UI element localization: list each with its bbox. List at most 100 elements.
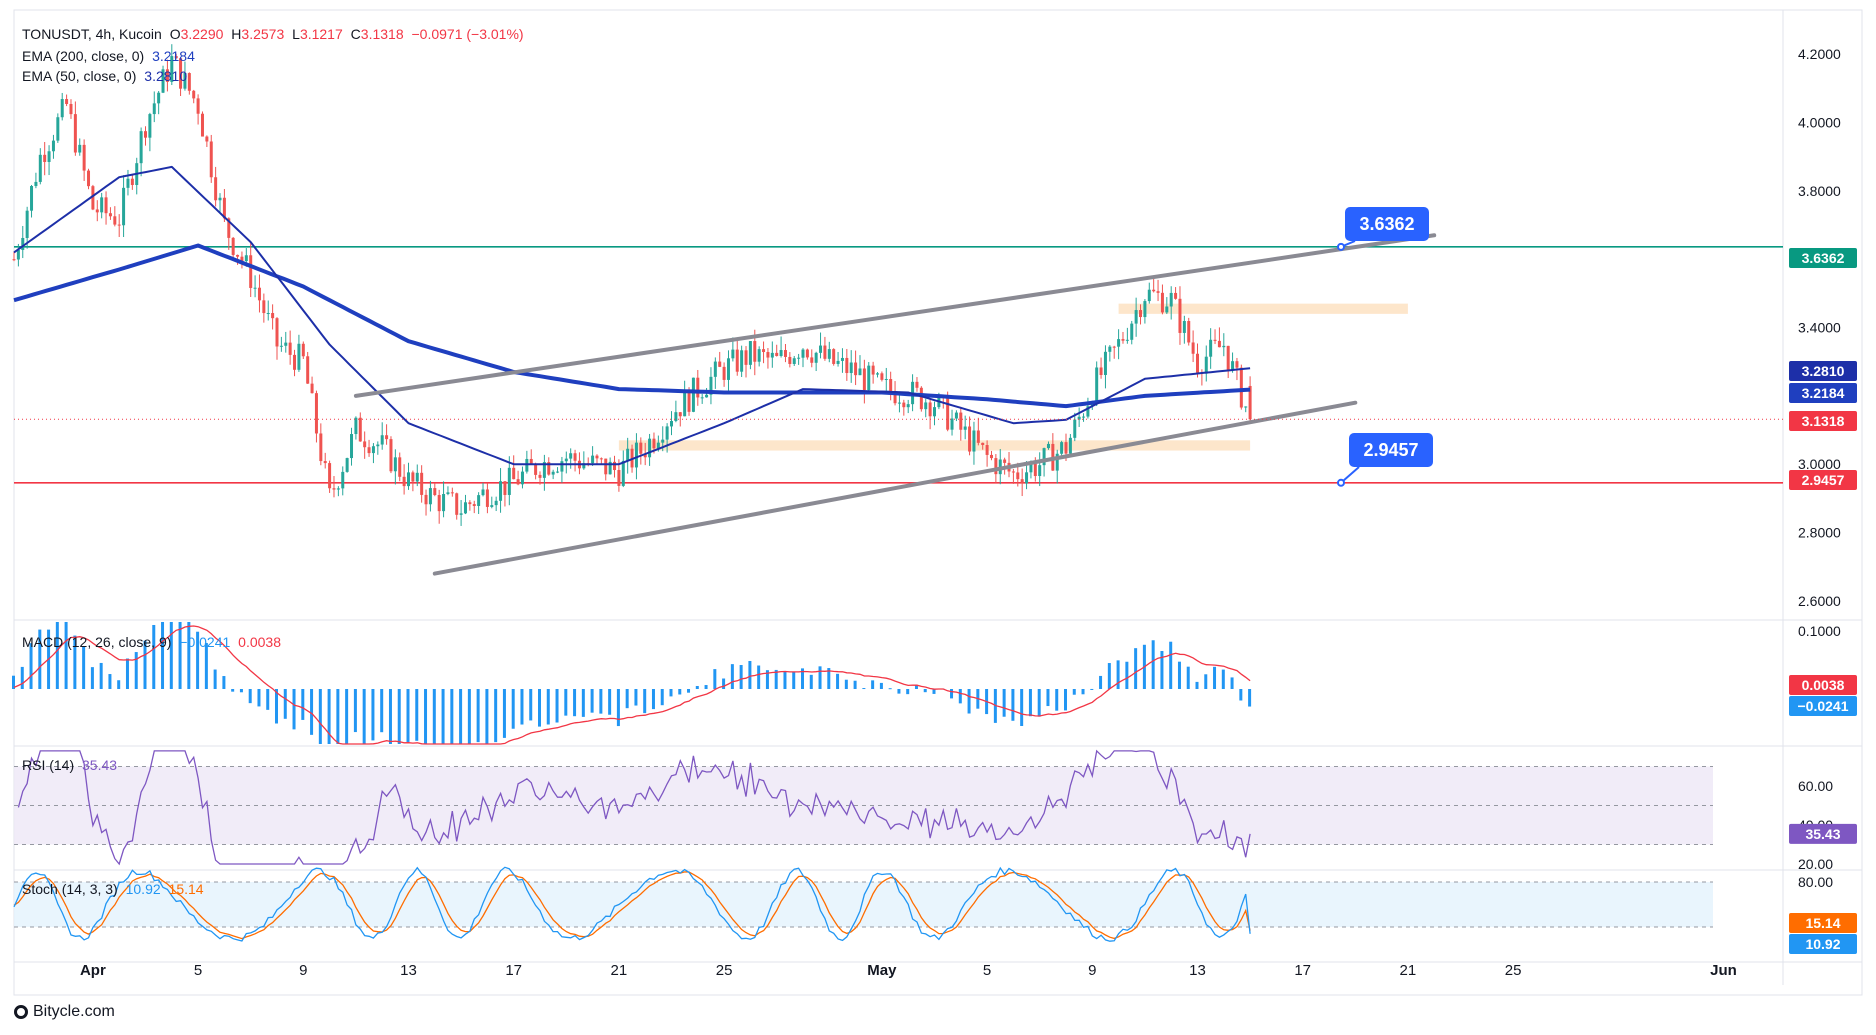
candle-body xyxy=(783,350,787,357)
candle-body xyxy=(60,99,64,118)
macd-histogram-bar xyxy=(485,689,489,744)
candle-body xyxy=(718,361,722,367)
macd-histogram-bar xyxy=(1046,689,1050,707)
candle-body xyxy=(564,458,568,462)
candle-body xyxy=(380,435,384,445)
macd-histogram-bar xyxy=(239,689,243,693)
macd-label: MACD (12, 26, close, 9) xyxy=(22,634,172,650)
resistance-callout-box[interactable] xyxy=(1345,207,1429,241)
macd-histogram-bar xyxy=(722,678,726,689)
price-axis-tick: 4.0000 xyxy=(1798,115,1841,131)
candle-body xyxy=(683,389,687,417)
candle-body xyxy=(1248,385,1252,420)
macd-histogram-bar xyxy=(923,689,927,693)
macd-histogram-bar xyxy=(231,689,235,692)
macd-signal-value: 0.0038 xyxy=(238,634,281,650)
candle-body xyxy=(538,474,542,478)
macd-histogram-bar xyxy=(1020,689,1024,726)
macd-histogram-bar xyxy=(669,689,673,697)
macd-histogram-bar xyxy=(1151,640,1155,689)
candle-body xyxy=(762,349,766,353)
candle-body xyxy=(341,471,345,489)
candle-body xyxy=(674,412,678,421)
candle-body xyxy=(626,448,630,461)
macd-histogram-bar xyxy=(871,680,875,689)
candle-body xyxy=(529,458,533,465)
candle-body xyxy=(691,377,695,412)
price-axis-tick: 3.4000 xyxy=(1798,320,1841,336)
macd-histogram-bar xyxy=(82,646,86,689)
candle-body xyxy=(1182,321,1186,333)
supply-demand-zone xyxy=(1118,303,1408,314)
macd-histogram-bar xyxy=(459,689,463,744)
macd-histogram-bar xyxy=(178,622,182,689)
candle-body xyxy=(919,387,923,410)
ema200-label: EMA (200, close, 0) xyxy=(22,48,145,64)
candle-body xyxy=(840,357,844,361)
candle-body xyxy=(38,154,42,182)
candle-body xyxy=(766,352,770,358)
candle-body xyxy=(560,461,564,472)
candle-body xyxy=(876,373,880,375)
candle-body xyxy=(144,131,147,138)
open-label: O xyxy=(169,26,181,42)
time-axis-tick: Apr xyxy=(80,962,106,979)
candle-body xyxy=(1209,339,1213,357)
macd-histogram-bar xyxy=(1230,677,1234,689)
candle-body xyxy=(139,131,143,164)
candle-body xyxy=(792,358,796,364)
macd-histogram-bar xyxy=(608,689,612,715)
candle-body xyxy=(854,362,858,376)
candle-body xyxy=(499,481,503,501)
candle-body xyxy=(240,256,244,262)
candle-body xyxy=(420,472,424,495)
resistance-callout-anchor[interactable] xyxy=(1337,242,1345,251)
macd-histogram-bar xyxy=(643,689,647,714)
time-axis-tick: 13 xyxy=(1189,962,1206,979)
support-callout-box[interactable] xyxy=(1349,433,1433,467)
support-callout-anchor[interactable] xyxy=(1337,478,1345,487)
macd-histogram-bar xyxy=(1169,641,1173,689)
ema50-label: EMA (50, close, 0) xyxy=(22,68,137,84)
macd-histogram-bar xyxy=(345,689,349,744)
candle-body xyxy=(915,381,919,388)
candle-body xyxy=(670,420,673,427)
candle-body xyxy=(108,213,112,217)
macd-histogram-bar xyxy=(318,689,322,744)
macd-tag-text: −0.0241 xyxy=(1798,698,1849,714)
macd-histogram-bar xyxy=(1221,669,1225,689)
candle-body xyxy=(726,358,730,380)
candle-body xyxy=(1117,339,1121,347)
candle-body xyxy=(345,458,349,472)
candle-body xyxy=(1226,345,1230,371)
macd-histogram-bar xyxy=(12,675,15,689)
candle-body xyxy=(288,342,292,355)
macd-histogram-bar xyxy=(134,652,138,689)
brand-name: Bitycle.com xyxy=(33,1003,115,1020)
candle-body xyxy=(1011,471,1015,473)
macd-histogram-bar xyxy=(187,622,191,689)
candle-body xyxy=(946,397,950,430)
candle-body xyxy=(845,357,849,374)
candle-body xyxy=(963,426,967,430)
candle-body xyxy=(1160,292,1164,313)
candle-body xyxy=(740,350,744,372)
candle-body xyxy=(1046,443,1050,449)
macd-histogram-bar xyxy=(1072,689,1076,695)
symbol-legend: TONUSDT, 4h, Kucoin O3.2290 H3.2573 L3.1… xyxy=(22,26,528,42)
candle-body xyxy=(595,455,599,459)
price-axis-tick: 3.8000 xyxy=(1798,183,1841,199)
candle-body xyxy=(485,489,489,507)
candle-body xyxy=(1038,465,1042,477)
candle-body xyxy=(551,471,555,475)
macd-histogram-bar xyxy=(1213,666,1217,689)
macd-histogram-bar xyxy=(406,689,410,742)
macd-histogram-bar xyxy=(836,673,840,689)
candle-body xyxy=(1244,406,1248,408)
candle-body xyxy=(126,178,130,188)
candle-body xyxy=(643,453,647,458)
macd-histogram-bar xyxy=(520,689,524,725)
macd-histogram-bar xyxy=(292,689,296,730)
macd-histogram-bar xyxy=(590,689,594,713)
